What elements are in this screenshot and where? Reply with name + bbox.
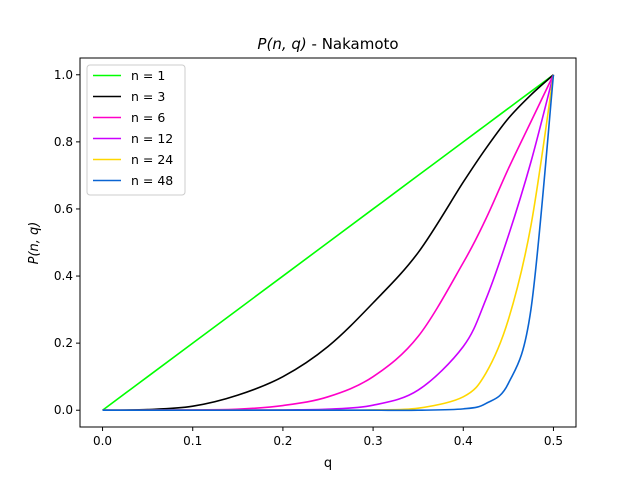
x-tick-label: 0.2 — [273, 434, 292, 448]
series-line-1 — [102, 74, 554, 412]
y-axis: 0.0 0.2 0.4 0.6 0.8 1.0 — [54, 68, 80, 417]
legend-label-1: n = 3 — [131, 89, 165, 104]
y-tick-label: 1.0 — [54, 68, 73, 82]
series-layer — [102, 74, 555, 412]
x-tick-label: 0.0 — [93, 434, 112, 448]
series-line-0 — [102, 74, 554, 411]
chart-title-suffix: - Nakamoto — [307, 35, 399, 53]
x-tick-label: 0.4 — [454, 434, 473, 448]
x-axis-label: q — [324, 456, 332, 471]
y-tick-label: 0.8 — [54, 135, 73, 149]
y-tick-label: 0.6 — [54, 202, 73, 216]
x-axis: 0.0 0.1 0.2 0.3 0.4 0.5 — [93, 427, 563, 448]
y-tick-label: 0.0 — [54, 403, 73, 417]
chart-title-math: P(n, q) — [257, 35, 306, 53]
y-tick-label: 0.4 — [54, 269, 73, 283]
plot-frame — [79, 57, 577, 428]
legend-label-5: n = 48 — [131, 173, 173, 188]
legend-label-3: n = 12 — [131, 131, 173, 146]
y-tick-label: 0.2 — [54, 336, 73, 350]
x-tick-label: 0.5 — [544, 434, 563, 448]
series-line-5 — [102, 74, 555, 412]
legend: n = 1 n = 3 n = 6 n = 12 n = 24 n = 48 — [86, 64, 186, 196]
legend-label-4: n = 24 — [131, 152, 173, 167]
legend-box — [86, 64, 186, 196]
x-tick-label: 0.1 — [183, 434, 202, 448]
legend-label-0: n = 1 — [131, 68, 165, 83]
x-tick-label: 0.3 — [364, 434, 383, 448]
y-axis-label: P(n, q) — [27, 222, 42, 265]
legend-label-2: n = 6 — [131, 110, 165, 125]
chart-title: P(n, q) - Nakamoto — [257, 35, 398, 53]
